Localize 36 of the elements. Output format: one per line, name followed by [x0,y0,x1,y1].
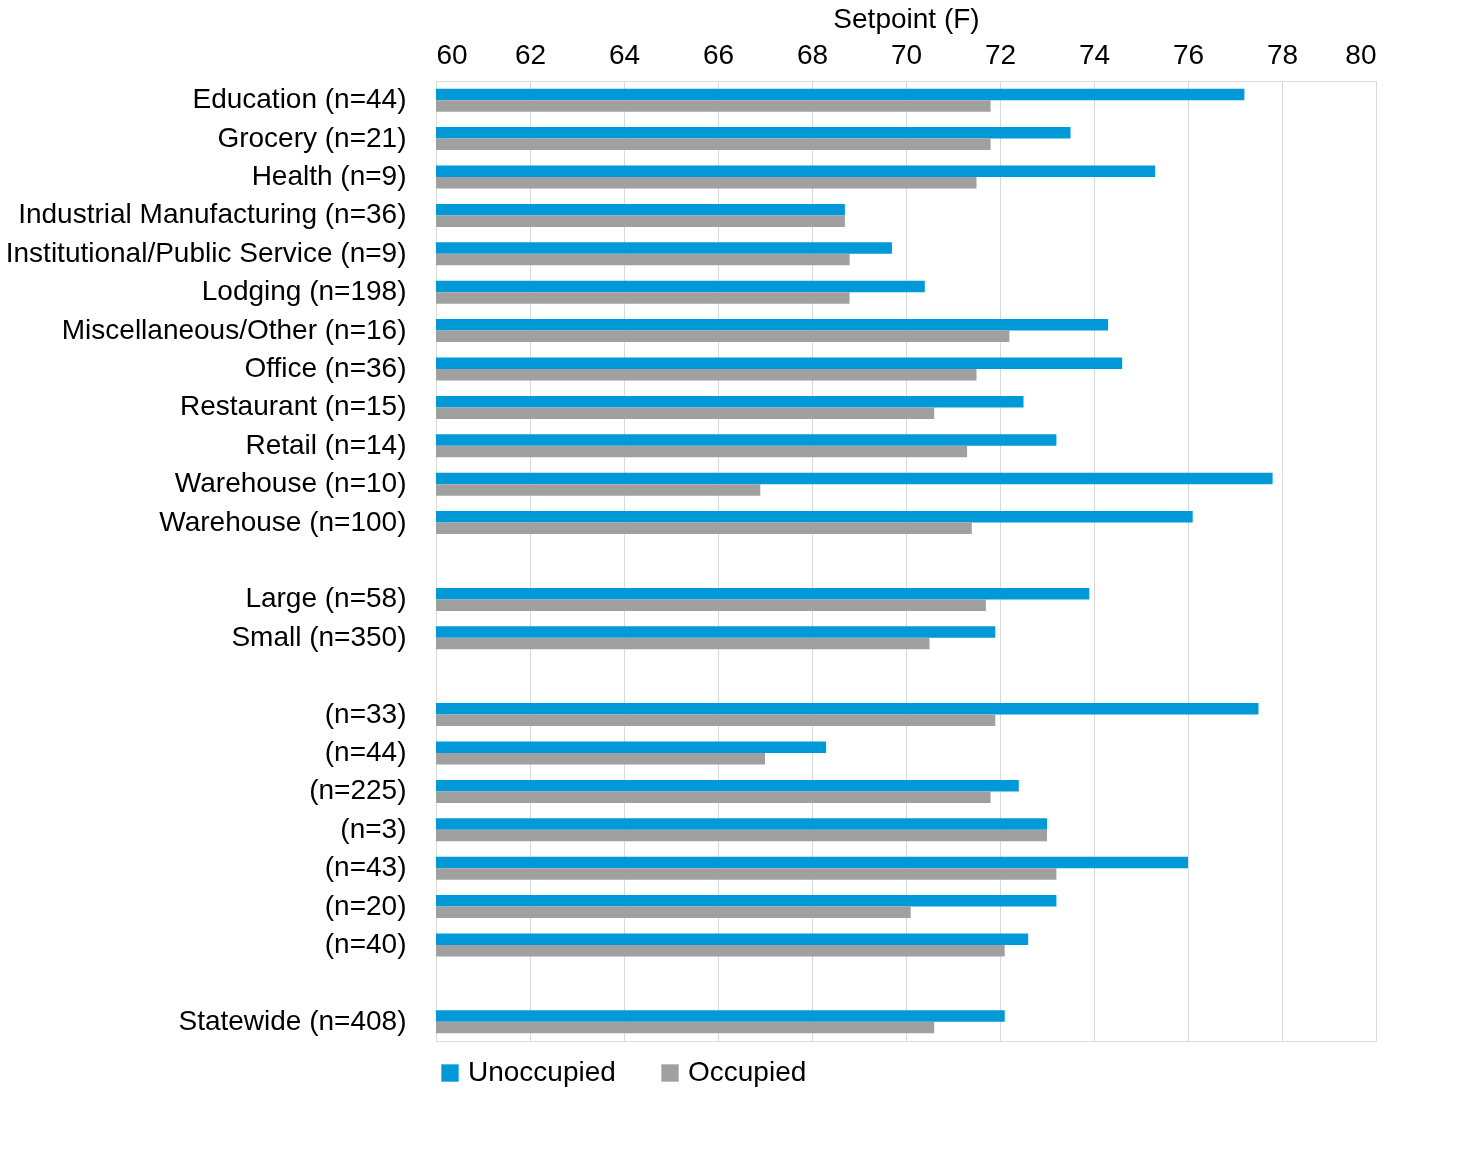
y-tick-label: (n=20) [324,889,407,921]
y-tick-label: Education (n=44) [192,83,407,115]
y-tick-label: Miscellaneous/Other (n=16) [61,313,407,345]
y-tick-label: (n=225) [309,774,407,806]
y-tick-label: (n=40) [324,928,407,959]
x-tick-label: 72 [984,38,1017,70]
x-tick-label: 70 [890,38,923,70]
legend-label: Occupied [688,1056,807,1087]
x-tick-label: 68 [796,38,829,70]
y-tick-label: Restaurant (n=15) [180,390,407,422]
x-tick-label: 66 [702,38,735,70]
y-tick-label: Grocery (n=21) [217,121,407,153]
x-tick-label: 62 [514,38,547,70]
y-tick-label: (n=33) [324,697,407,729]
y-tick-label: (n=44) [324,736,407,767]
x-tick-label: 64 [608,38,641,70]
y-tick-label: (n=3) [340,812,407,844]
y-tick-label: Warehouse (n=100) [159,505,407,537]
y-tick-label: Warehouse (n=10) [174,467,407,499]
legend-label: Unoccupied [468,1056,616,1087]
x-axis-title: Setpoint (F) [833,2,980,34]
x-tick-label: 78 [1266,38,1299,70]
y-tick-label: (n=43) [324,851,407,883]
y-tick-label: Retail (n=14) [245,428,407,460]
y-tick-label: Health (n=9) [251,160,407,191]
y-tick-label: Large (n=58) [245,582,407,614]
x-tick-label: 60 [436,38,468,70]
y-tick-label: Industrial Manufacturing (n=36) [18,198,407,230]
y-tick-label: Institutional/Public Service (n=9) [5,236,407,268]
x-tick-label: 76 [1172,38,1205,70]
y-tick-label: Statewide (n=408) [178,1004,407,1036]
y-tick-label: Lodging (n=198) [201,275,407,307]
y-tick-label: Office (n=36) [244,352,407,383]
x-tick-label: 80 [1345,38,1377,70]
x-tick-label: 74 [1078,38,1111,70]
y-tick-label: Small (n=350) [231,620,407,652]
